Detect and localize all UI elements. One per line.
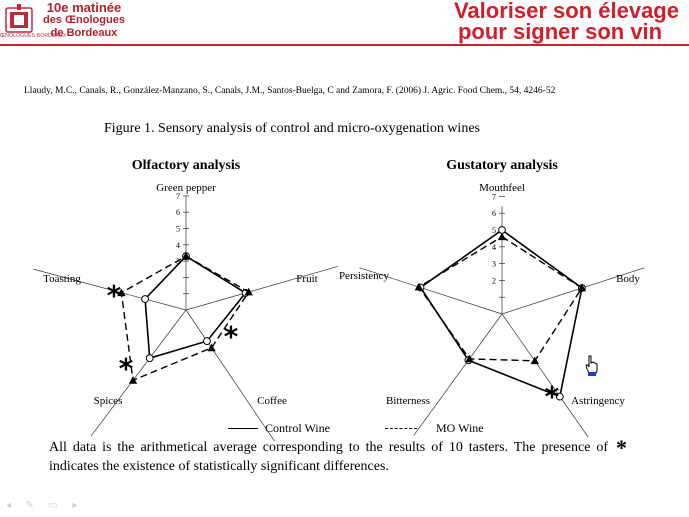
chart1-axis-label-toasting: Toasting xyxy=(43,273,81,285)
event-title-line1: 10e matinée xyxy=(46,0,122,15)
chart2-mo-wine-point-persistency xyxy=(414,282,424,291)
oenologues-logo-icon xyxy=(5,4,33,33)
chart1-axis-fruit xyxy=(185,266,338,311)
chart2-axis-label-bitterness: Bitterness xyxy=(386,395,430,407)
chart1-tick-label-6: 6 xyxy=(176,208,180,217)
chart1-control-wine-point-toasting xyxy=(141,295,149,303)
chart2-tick-label-7: 7 xyxy=(492,192,496,201)
slideshow-toolbar[interactable]: ◂ ✎ ▭ ▸ xyxy=(6,500,84,511)
chart2-significance-star-astringency: * xyxy=(545,380,560,413)
chart1-axis-label-fruit: Fruit xyxy=(296,273,317,285)
chart2-title: Gustatory analysis xyxy=(446,158,558,173)
chart2-axis-bitterness xyxy=(413,313,503,436)
chart2-axis-label-persistency: Persistency xyxy=(339,270,390,282)
legend-mo-line xyxy=(385,428,417,429)
chart2-axis-label-body: Body xyxy=(616,273,640,285)
chart1-tick-label-3: 3 xyxy=(176,257,180,266)
chart1-series-control-wine xyxy=(144,255,247,360)
significance-star: * xyxy=(616,435,628,460)
chart2-mo-wine-point-astringency xyxy=(530,356,539,365)
chart1-title: Olfactory analysis xyxy=(132,158,241,173)
chart1-mo-wine-point-fruit xyxy=(244,287,253,296)
chart2-axis-astringency xyxy=(501,313,589,438)
chart1-control-wine-point-coffee xyxy=(203,337,211,345)
chart1-mo-wine-point-coffee xyxy=(207,343,216,352)
chart1-axis-coffee xyxy=(185,309,275,442)
chart2-axis-persistency xyxy=(359,267,503,315)
chart1-axis-toasting xyxy=(33,268,187,311)
chart1-tick-label-4: 4 xyxy=(176,241,180,250)
chart1-control-wine-point-spices xyxy=(145,354,154,363)
chart2-tick-label-5: 5 xyxy=(492,226,496,235)
chart1-tick-label-7: 7 xyxy=(176,192,180,201)
chart2-axis-label-astringency: Astringency xyxy=(571,395,625,407)
chart1-significance-star-toasting: * xyxy=(107,279,122,312)
event-title-line3: de Bordeaux xyxy=(50,27,118,39)
banner-line2: pour signer son vin xyxy=(457,19,663,44)
chart2-control-wine-point-mouthfeel xyxy=(498,226,506,234)
legend-mo-label: MO Wine xyxy=(436,421,484,435)
chart2-mo-wine-point-mouthfeel xyxy=(497,232,507,241)
chart1-axis-label-spices: Spices xyxy=(94,395,123,407)
chart2-control-wine-point-astringency xyxy=(555,392,564,401)
chart1-series-mo-wine xyxy=(120,255,250,382)
banner-line1: Valoriser son élevage xyxy=(453,0,679,23)
slide-banner: Valoriser son élevage pour signer son vi… xyxy=(453,0,679,44)
chart1-mo-wine-point-spices xyxy=(128,376,138,384)
chart1-significance-star-coffee: * xyxy=(224,320,239,353)
chart1-axis-label-coffee: Coffee xyxy=(257,395,287,407)
chart2-series-mo-wine xyxy=(417,235,583,362)
hand-cursor-icon xyxy=(585,355,598,376)
logo-caption: ŒNOLOGUES BORDEAUX xyxy=(0,33,67,39)
chart2-series-control-wine xyxy=(419,229,583,398)
chart2-mo-wine-point-body xyxy=(577,283,587,292)
chart1-axis-spices xyxy=(90,309,187,437)
legend-control-line xyxy=(228,428,258,429)
chart2-mo-wine-point-bitterness xyxy=(465,354,474,363)
chart1-mo-wine-point-toasting xyxy=(117,288,126,297)
chart2-axis-body xyxy=(501,267,645,315)
footnote-part2: indicates the existence of statistically… xyxy=(49,459,389,474)
legend-control-label: Control Wine xyxy=(265,421,330,435)
chart1-tick-label-5: 5 xyxy=(176,225,180,234)
chart2-tick-label-6: 6 xyxy=(492,209,496,218)
chart1-significance-star-spices: * xyxy=(119,352,134,385)
figure-title: Figure 1. Sensory analysis of control an… xyxy=(104,121,480,136)
header-rule xyxy=(0,44,689,46)
chart2-axis-label-mouthfeel: Mouthfeel xyxy=(479,182,525,194)
footnote: All data is the arithmetical average cor… xyxy=(49,435,629,476)
event-title-line2: des Œnologues xyxy=(43,14,125,26)
chart2-tick-label-4: 4 xyxy=(492,243,496,252)
chart1-axis-label-green-pepper: Green pepper xyxy=(156,182,216,194)
header: ŒNOLOGUES BORDEAUX 10e matinée des Œnolo… xyxy=(0,0,689,46)
chart2-tick-label-2: 2 xyxy=(492,276,496,285)
chart2-tick-label-3: 3 xyxy=(492,260,496,269)
event-title: 10e matinée des Œnologues de Bordeaux xyxy=(38,1,130,40)
citation: Llaudy, M.C., Canals, R., González-Manza… xyxy=(24,86,556,96)
chart1-mo-wine-point-green-pepper xyxy=(181,252,191,260)
footnote-part1: All data is the arithmetical average cor… xyxy=(49,440,609,455)
